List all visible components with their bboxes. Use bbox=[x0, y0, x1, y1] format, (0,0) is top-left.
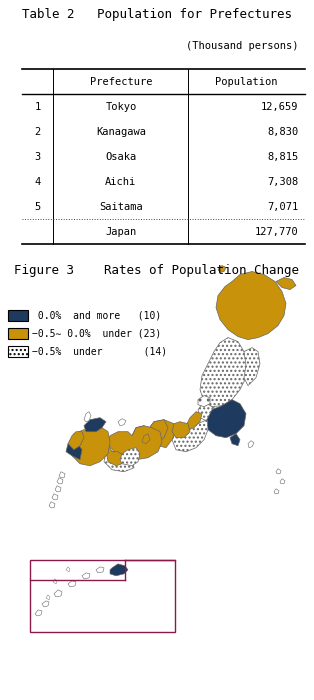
Polygon shape bbox=[172, 421, 190, 438]
Polygon shape bbox=[198, 395, 210, 407]
Text: −0.5∼ 0.0%  under (23): −0.5∼ 0.0% under (23) bbox=[32, 328, 161, 339]
Polygon shape bbox=[148, 420, 168, 444]
Text: Saitama: Saitama bbox=[99, 202, 143, 211]
Polygon shape bbox=[59, 472, 65, 477]
Polygon shape bbox=[106, 444, 124, 466]
Text: Tokyo: Tokyo bbox=[105, 102, 137, 111]
Polygon shape bbox=[198, 402, 218, 421]
Text: Figure 3    Rates of Population Change: Figure 3 Rates of Population Change bbox=[14, 263, 300, 276]
Polygon shape bbox=[118, 419, 126, 426]
Polygon shape bbox=[110, 564, 128, 576]
Polygon shape bbox=[148, 420, 176, 448]
Text: 8,815: 8,815 bbox=[267, 152, 298, 162]
Polygon shape bbox=[46, 595, 50, 600]
Polygon shape bbox=[230, 434, 240, 446]
Text: (Thousand persons): (Thousand persons) bbox=[186, 41, 298, 51]
Polygon shape bbox=[280, 479, 285, 484]
Polygon shape bbox=[132, 426, 150, 448]
Polygon shape bbox=[276, 469, 281, 474]
Polygon shape bbox=[66, 442, 82, 460]
Polygon shape bbox=[96, 567, 104, 573]
Polygon shape bbox=[120, 448, 140, 466]
Polygon shape bbox=[66, 567, 70, 572]
Polygon shape bbox=[216, 272, 286, 340]
Text: 7,308: 7,308 bbox=[267, 176, 298, 187]
Text: 4: 4 bbox=[35, 176, 41, 187]
Bar bbox=[30, 560, 175, 632]
Polygon shape bbox=[274, 489, 279, 493]
Polygon shape bbox=[49, 502, 55, 508]
Polygon shape bbox=[172, 420, 208, 452]
Polygon shape bbox=[186, 412, 202, 430]
Text: −0.5%  under       (14): −0.5% under (14) bbox=[32, 346, 167, 356]
Polygon shape bbox=[82, 573, 90, 579]
Bar bbox=[8, 328, 28, 339]
Polygon shape bbox=[218, 265, 226, 272]
Polygon shape bbox=[57, 477, 63, 484]
Polygon shape bbox=[84, 412, 91, 421]
Polygon shape bbox=[207, 400, 246, 438]
Polygon shape bbox=[142, 434, 150, 444]
Text: 0.0%  and more   (10): 0.0% and more (10) bbox=[32, 311, 161, 321]
Text: 127,770: 127,770 bbox=[255, 227, 298, 237]
Polygon shape bbox=[70, 428, 110, 466]
Polygon shape bbox=[244, 348, 260, 386]
Polygon shape bbox=[35, 610, 42, 616]
Bar bbox=[8, 346, 28, 357]
Polygon shape bbox=[55, 486, 61, 492]
Text: 2: 2 bbox=[35, 127, 41, 136]
Text: Table 2   Population for Prefectures: Table 2 Population for Prefectures bbox=[22, 8, 292, 21]
Polygon shape bbox=[84, 418, 106, 432]
Text: Prefecture: Prefecture bbox=[89, 76, 152, 87]
Polygon shape bbox=[68, 581, 76, 587]
Polygon shape bbox=[104, 452, 134, 472]
Polygon shape bbox=[276, 277, 296, 290]
Polygon shape bbox=[42, 601, 49, 607]
Polygon shape bbox=[248, 441, 254, 448]
Polygon shape bbox=[108, 426, 162, 460]
Text: Kanagawa: Kanagawa bbox=[96, 127, 146, 136]
Text: 7,071: 7,071 bbox=[267, 202, 298, 211]
Polygon shape bbox=[53, 579, 57, 584]
Polygon shape bbox=[52, 494, 58, 500]
Text: Population: Population bbox=[215, 76, 278, 87]
Text: 3: 3 bbox=[35, 152, 41, 162]
Polygon shape bbox=[54, 590, 62, 597]
Text: Japan: Japan bbox=[105, 227, 137, 237]
Text: 5: 5 bbox=[35, 202, 41, 211]
Text: 1: 1 bbox=[35, 102, 41, 111]
Text: 8,830: 8,830 bbox=[267, 127, 298, 136]
Bar bbox=[8, 310, 28, 321]
Text: Osaka: Osaka bbox=[105, 152, 137, 162]
Polygon shape bbox=[68, 432, 84, 449]
Text: Aichi: Aichi bbox=[105, 176, 137, 187]
Text: 12,659: 12,659 bbox=[261, 102, 298, 111]
Polygon shape bbox=[200, 337, 248, 407]
